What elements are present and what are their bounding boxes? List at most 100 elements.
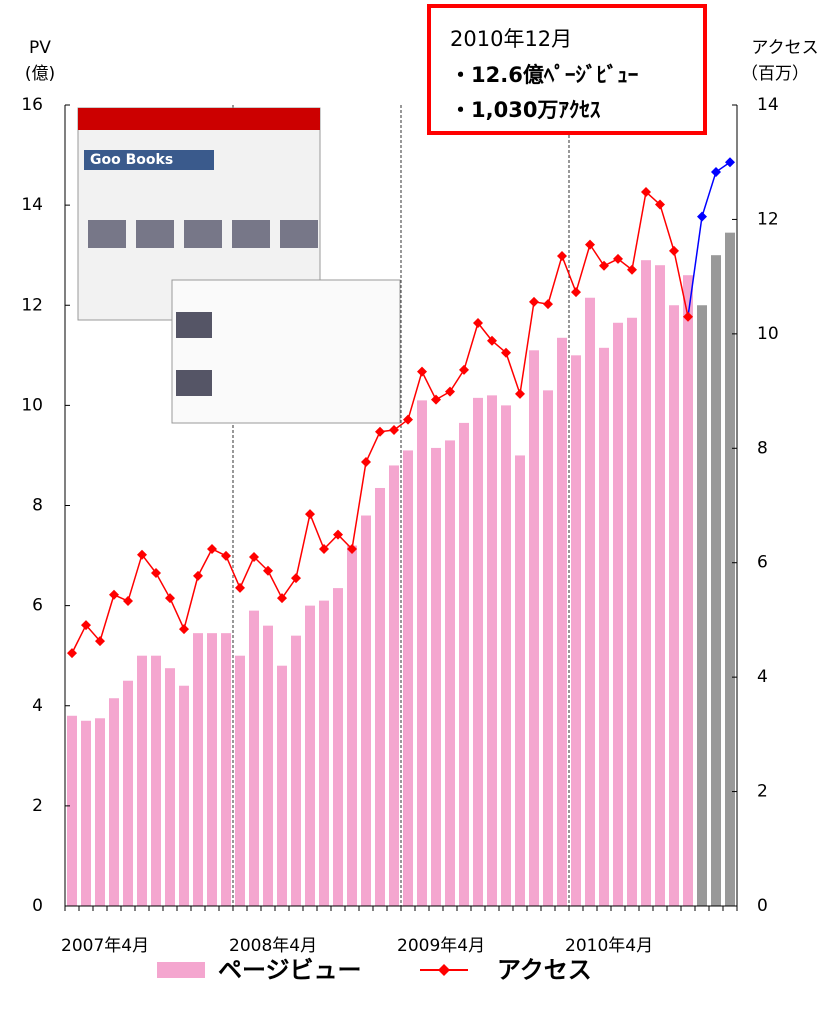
line-segment	[632, 192, 646, 270]
line-segment	[366, 432, 380, 462]
inset-photo	[176, 312, 212, 338]
y2-tick-label: 6	[757, 553, 768, 573]
line-marker	[67, 648, 77, 658]
inset-title: Goo Books	[90, 152, 173, 168]
line-marker	[585, 240, 595, 250]
line-segment	[688, 217, 702, 317]
bar	[151, 656, 161, 906]
bar	[641, 260, 651, 906]
line-segment	[184, 576, 198, 629]
y-tick-label: 12	[21, 295, 43, 315]
line-marker	[291, 573, 301, 583]
bar	[165, 668, 175, 906]
chart: PV (億) アクセス （百万） 02468101214160246810121…	[0, 0, 829, 1019]
bar	[543, 390, 553, 906]
bar	[67, 716, 77, 906]
x-tick-label: 2007年4月	[61, 936, 149, 956]
line-marker	[235, 583, 245, 593]
bar	[585, 298, 595, 906]
inset-screenshot	[172, 280, 400, 423]
inset-photo	[280, 220, 318, 248]
bar	[669, 305, 679, 906]
bar	[403, 450, 413, 906]
line-segment	[548, 256, 562, 304]
y2-tick-label: 10	[757, 324, 779, 344]
bar	[711, 255, 721, 906]
line-marker	[725, 157, 735, 167]
legend-marker	[438, 964, 450, 976]
line-marker	[431, 395, 441, 405]
line-marker	[697, 212, 707, 222]
bar	[123, 681, 133, 906]
line-segment	[506, 353, 520, 394]
line-segment	[422, 372, 436, 400]
line-segment	[590, 245, 604, 266]
y-tick-label: 16	[21, 95, 43, 115]
y2-tick-label: 8	[757, 438, 768, 458]
bar	[81, 721, 91, 906]
annotation-text: 2010年12月	[450, 27, 572, 51]
bar	[501, 405, 511, 906]
inset-photo	[176, 370, 212, 396]
bar	[319, 601, 329, 906]
y-tick-label: 4	[32, 696, 43, 716]
bar	[221, 633, 231, 906]
y2-tick-label: 0	[757, 896, 768, 916]
line-segment	[198, 549, 212, 576]
legend-label: アクセス	[497, 956, 592, 984]
y-tick-label: 2	[32, 796, 43, 816]
bar	[487, 395, 497, 906]
bar	[655, 265, 665, 906]
inset-photo	[232, 220, 270, 248]
line-marker	[361, 457, 371, 467]
x-tick-label: 2010年4月	[565, 936, 653, 956]
line-segment	[660, 205, 674, 251]
bar	[333, 588, 343, 906]
y2-tick-label: 12	[757, 209, 779, 229]
line-marker	[305, 509, 315, 519]
line-marker	[375, 427, 385, 437]
y-tick-label: 6	[32, 596, 43, 616]
bar	[193, 633, 203, 906]
bar	[249, 611, 259, 906]
bar	[347, 546, 357, 906]
left-axis-title: (億)	[25, 64, 55, 84]
inset-photo	[136, 220, 174, 248]
bar	[515, 455, 525, 906]
y2-tick-label: 14	[757, 95, 779, 115]
line-segment	[464, 323, 478, 370]
line-segment	[128, 555, 142, 601]
y-tick-label: 14	[21, 195, 43, 215]
line-marker	[123, 596, 133, 606]
bar	[473, 398, 483, 906]
bar	[529, 350, 539, 906]
right-axis-title: アクセス	[751, 38, 818, 58]
line-segment	[240, 557, 254, 588]
line-marker	[557, 251, 567, 261]
bar	[627, 318, 637, 906]
y-tick-label: 0	[32, 896, 43, 916]
legend-label: ページビュー	[218, 956, 362, 984]
legend-swatch	[157, 962, 205, 978]
y-tick-label: 8	[32, 496, 43, 516]
bar	[263, 626, 273, 906]
bar	[109, 698, 119, 906]
line-segment	[156, 573, 170, 598]
annotation-text: ・1,030万ｱｸｾｽ	[450, 98, 601, 122]
bar	[389, 465, 399, 906]
bar	[277, 666, 287, 906]
line-marker	[109, 590, 119, 600]
x-tick-label: 2009年4月	[397, 936, 485, 956]
line-segment	[282, 578, 296, 598]
annotation-text: ・12.6億ﾍﾟｰｼﾞﾋﾞｭｰ	[450, 63, 638, 87]
bar	[697, 305, 707, 906]
inset-header	[78, 108, 320, 130]
line-marker	[571, 287, 581, 297]
line-marker	[711, 167, 721, 177]
bar	[445, 440, 455, 906]
line-marker	[529, 297, 539, 307]
inset: Goo Books	[78, 108, 400, 423]
bar	[235, 656, 245, 906]
bar	[375, 488, 385, 906]
bar	[305, 606, 315, 906]
